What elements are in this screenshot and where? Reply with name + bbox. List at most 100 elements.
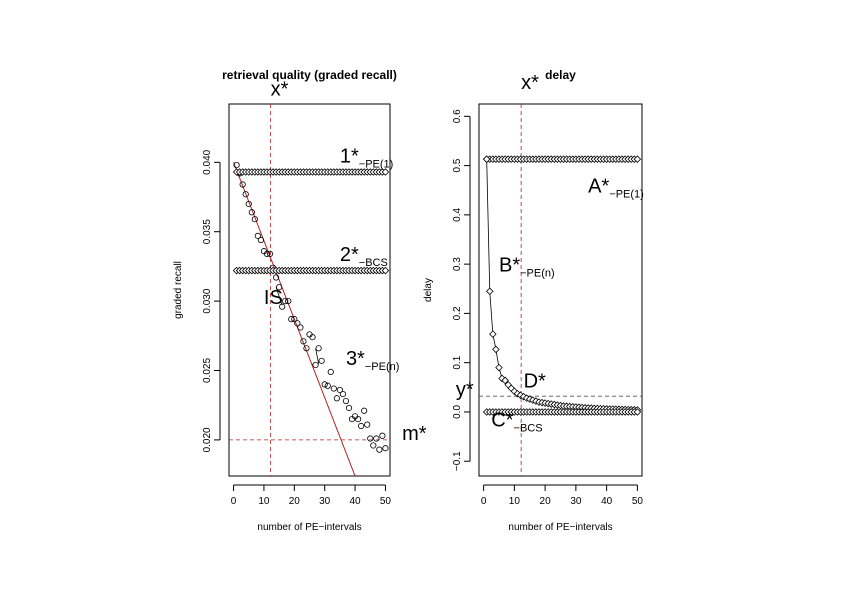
data-point — [373, 435, 380, 442]
series-1 — [232, 168, 390, 176]
annotation: C*−BCS — [491, 410, 542, 435]
annotation-sub: −PE(1) — [609, 189, 644, 201]
data-point — [358, 422, 365, 430]
x-axis-label: number of PE−intervals — [257, 522, 361, 533]
annotation-main: x* — [521, 72, 539, 94]
data-point — [510, 387, 519, 396]
data-point — [489, 330, 497, 338]
data-point — [485, 287, 494, 295]
x-tick-label: 40 — [601, 496, 613, 507]
data-point — [339, 391, 347, 398]
data-point — [330, 385, 337, 392]
annotation-sub: −PE(1) — [359, 158, 394, 170]
data-point — [291, 316, 298, 323]
annotation: 1*−PE(1) — [340, 145, 393, 170]
data-point — [263, 250, 271, 258]
data-point — [288, 316, 295, 323]
data-point — [294, 320, 301, 327]
data-point — [257, 236, 264, 244]
x-axis-label: number of PE−intervals — [508, 522, 612, 533]
data-point — [285, 298, 292, 305]
series-2 — [482, 408, 642, 416]
annotation-main: B* — [499, 255, 520, 277]
y-axis-label: graded recall — [173, 261, 184, 319]
data-point — [342, 397, 350, 405]
data-point — [254, 232, 261, 239]
y-tick-label: 0.5 — [452, 158, 463, 172]
plot-frame — [478, 103, 643, 477]
annotation-main: IS — [264, 287, 283, 309]
y-tick-label: 0.6 — [452, 109, 463, 123]
y-tick-label: 0.4 — [452, 207, 463, 221]
data-point — [633, 155, 642, 163]
annotation-main: 3* — [346, 348, 365, 370]
connector-segment — [275, 287, 283, 306]
annotation-main: 1* — [340, 145, 359, 167]
plot-frame — [228, 103, 391, 477]
series-0 — [233, 161, 389, 453]
data-point — [242, 191, 249, 198]
annotation: 2*−BCS — [340, 244, 388, 269]
data-point — [501, 376, 509, 385]
series-0 — [482, 155, 642, 163]
data-point — [345, 404, 353, 412]
data-point — [276, 284, 283, 291]
data-point — [364, 421, 371, 428]
annotation-main: C* — [491, 410, 513, 432]
x-tick-label: 40 — [350, 496, 362, 507]
plot-area — [229, 104, 390, 476]
annotation: 3*−PE(n) — [346, 348, 399, 373]
data-point — [333, 395, 340, 402]
y-tick-label: 0.3 — [452, 257, 463, 271]
data-point — [266, 250, 274, 258]
data-point — [248, 209, 255, 216]
annotation-main: y* — [456, 379, 474, 401]
chart-title: retrieval quality (graded recall) — [222, 68, 397, 82]
data-point — [492, 345, 500, 354]
y-tick-label: 0.0 — [452, 405, 463, 419]
data-point — [300, 338, 307, 345]
connector-segment — [315, 348, 320, 364]
data-point — [355, 415, 362, 423]
data-point — [282, 298, 289, 305]
annotation: m* — [402, 423, 427, 445]
data-point — [303, 345, 310, 352]
data-point — [297, 324, 304, 331]
x-tick-label: 30 — [319, 496, 331, 507]
x-tick-label: 0 — [481, 496, 487, 507]
x-tick-label: 50 — [380, 496, 392, 507]
data-point — [381, 266, 390, 275]
y-tick-label: 0.2 — [452, 306, 463, 320]
y-tick-label: −0.1 — [452, 451, 463, 471]
plot-area — [479, 104, 642, 476]
data-point — [367, 435, 374, 442]
annotation: IS — [264, 287, 283, 309]
panel-retrieval-quality: retrieval quality (graded recall) 0 10 20 30… — [173, 68, 427, 533]
data-point — [361, 407, 368, 414]
data-point — [309, 334, 316, 341]
x-tick-label: 0 — [231, 496, 237, 507]
annotation: A*−PE(1) — [588, 176, 644, 201]
data-point — [382, 445, 389, 452]
data-point — [633, 408, 642, 416]
x-tick-label: 30 — [570, 496, 582, 507]
annotation-sub: −BCS — [514, 423, 543, 435]
chart-title: delay — [545, 68, 576, 82]
annotation: D* — [524, 370, 546, 392]
annotation-main: D* — [524, 370, 546, 392]
data-point — [327, 368, 334, 375]
annotation: y* — [456, 379, 474, 401]
annotation-sub: −BCS — [359, 257, 388, 269]
data-point — [482, 155, 491, 163]
annotation: x* — [271, 79, 289, 101]
annotation: x* — [521, 72, 539, 94]
y-axis-label: delay — [423, 278, 434, 302]
data-point — [376, 446, 383, 453]
x-tick-label: 20 — [289, 496, 301, 507]
data-point — [312, 361, 319, 369]
series-2 — [232, 266, 390, 275]
annotation-main: 2* — [340, 244, 359, 266]
data-point — [370, 442, 377, 449]
y-tick-label: 0.040 — [202, 149, 213, 174]
data-point — [336, 386, 343, 394]
